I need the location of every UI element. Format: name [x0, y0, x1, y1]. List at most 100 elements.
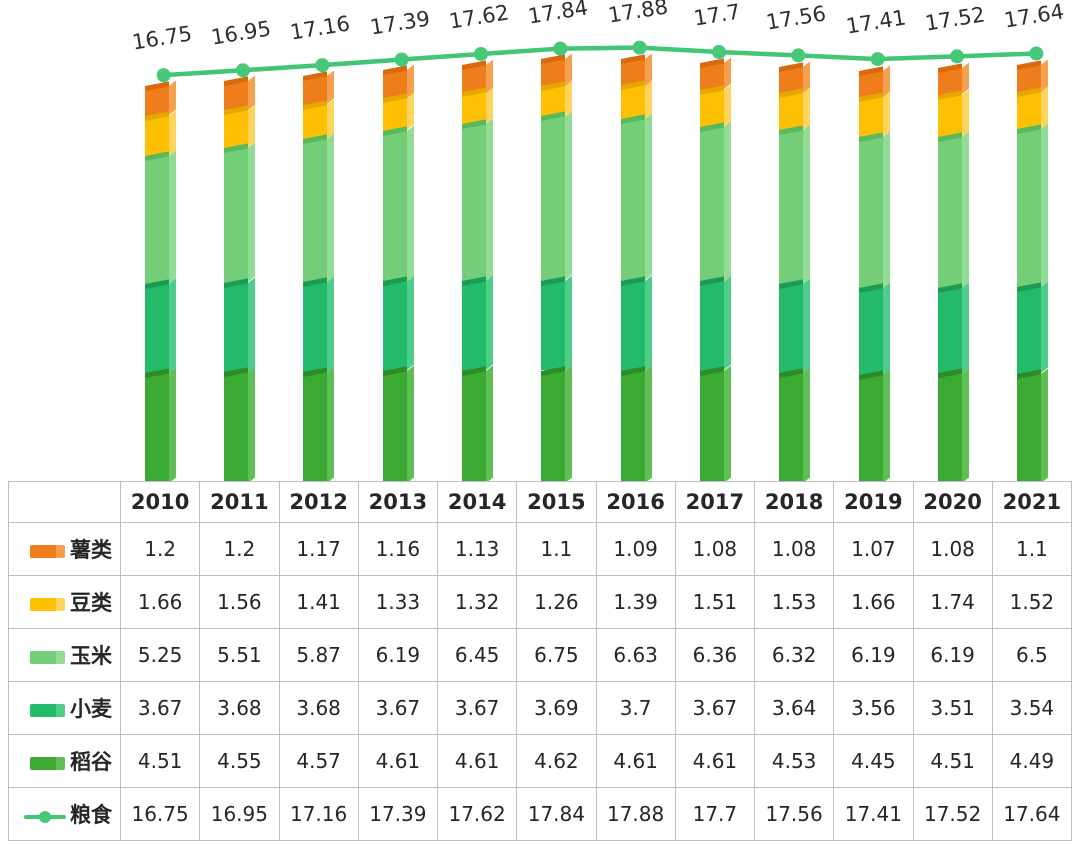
value-cell-grain-2016: 17.88 [595, 787, 676, 841]
value-labels-layer: 16.75 16.95 17.16 17.39 17.62 17.84 17.88 17.7 1… [130, 0, 1066, 55]
bar-segment-corn [224, 142, 255, 283]
bar-segment-wheat [224, 277, 255, 373]
bar-segment-wheat [858, 282, 890, 375]
value-cell-wheat-2020: 3.51 [912, 681, 993, 735]
stacked-bar-2012 [303, 0, 335, 483]
legend-swatch-rice [30, 757, 65, 770]
grain-total-label-2016: 17.88 [606, 0, 670, 28]
series-label-wheat: 小麦 [70, 697, 112, 721]
bar-segment-corn [858, 131, 890, 288]
chart-area: 16.75 16.95 17.16 17.39 17.62 17.84 17.88 17.7 1… [130, 0, 1066, 483]
bar-segment-corn [620, 113, 652, 281]
value-cell-beans-2014: 1.32 [436, 575, 518, 629]
legend-line-marker-icon [39, 811, 51, 823]
legend-cell-grain: 粮食 [8, 787, 121, 841]
value-cell-rice-2010: 4.51 [119, 734, 201, 788]
value-cell-rice-2018: 4.53 [753, 734, 835, 788]
grain-total-label-2010: 16.75 [130, 21, 194, 55]
line-marker-2019 [870, 52, 885, 67]
value-cell-corn-2020: 6.19 [912, 628, 993, 682]
series-label-rice: 稻谷 [70, 750, 112, 774]
bar-segment-rice [1017, 368, 1049, 483]
value-cell-corn-2017: 6.36 [674, 628, 756, 682]
line-marker-2020 [950, 49, 964, 64]
value-cell-tubers-2010: 1.2 [119, 522, 201, 576]
bar-segment-beans [779, 87, 811, 131]
legend-cell-wheat: 小麦 [8, 681, 121, 735]
bar-segment-beans [700, 84, 731, 127]
series-label-tubers: 薯类 [70, 538, 112, 562]
bar-segment-wheat [620, 275, 652, 371]
legend-cell-tubers: 薯类 [8, 522, 121, 576]
line-marker-2016 [632, 40, 647, 55]
stacked-bar-2019 [858, 0, 890, 483]
year-header-2017: 2017 [674, 481, 756, 523]
bar-segment-beans [224, 104, 255, 149]
value-cell-tubers-2014: 1.13 [436, 522, 518, 576]
legend-swatch-tubers [30, 545, 65, 558]
value-cell-tubers-2019: 1.07 [833, 522, 914, 576]
value-cell-tubers-2013: 1.16 [357, 522, 439, 576]
value-cell-wheat-2016: 3.7 [595, 681, 676, 735]
bar-segment-beans [303, 99, 335, 140]
value-cell-wheat-2011: 3.68 [199, 681, 280, 735]
grain-total-label-2020: 17.52 [923, 2, 987, 36]
stacked-bar-2013 [382, 0, 414, 483]
value-cell-grain-2015: 17.84 [516, 787, 597, 841]
bar-segment-rice [144, 367, 176, 483]
grain-total-label-2019: 17.41 [844, 5, 908, 39]
value-cell-wheat-2019: 3.56 [833, 681, 914, 735]
stacked-bars-layer [144, 0, 1049, 483]
grain-total-label-2017: 17.7 [692, 0, 742, 31]
value-cell-wheat-2018: 3.64 [753, 681, 835, 735]
grain-total-label-2014: 17.62 [447, 0, 511, 34]
stacked-bar-2011 [224, 0, 255, 483]
bar-segment-wheat [382, 275, 414, 371]
bar-segment-rice [779, 367, 811, 483]
bar-segment-corn [382, 125, 414, 282]
value-cell-wheat-2021: 3.54 [991, 681, 1073, 735]
table-row-wheat: 小麦 3.67 3.68 3.68 3.67 3.67 3.69 3.7 3.67 3.64 3.5… [8, 681, 1073, 735]
table-row-grain: 粮食 16.75 16.95 17.16 17.39 17.62 17.84 17.88 17.… [8, 787, 1073, 841]
value-cell-wheat-2015: 3.69 [516, 681, 597, 735]
value-cell-rice-2012: 4.57 [278, 734, 359, 788]
grain-total-label-2015: 17.84 [526, 0, 590, 29]
grain-total-line [161, 45, 1039, 78]
value-cell-grain-2019: 17.41 [833, 787, 914, 841]
series-label-beans: 豆类 [70, 591, 112, 615]
bar-segment-wheat [779, 278, 811, 373]
value-cell-grain-2010: 16.75 [119, 787, 201, 841]
table-row-beans: 豆类 1.66 1.56 1.41 1.33 1.32 1.26 1.39 1.51 1.53 1.… [8, 575, 1073, 629]
table-row-corn: 玉米 5.25 5.51 5.87 6.19 6.45 6.75 6.63 6.36 6.32 6.… [8, 628, 1073, 682]
value-cell-wheat-2012: 3.68 [278, 681, 359, 735]
line-marker-2018 [791, 48, 806, 63]
value-cell-grain-2013: 17.39 [357, 787, 439, 841]
bar-segment-tubers [144, 80, 176, 116]
value-cell-beans-2017: 1.51 [674, 575, 756, 629]
value-cell-beans-2012: 1.41 [278, 575, 359, 629]
bar-segment-corn [303, 133, 335, 283]
value-cell-tubers-2017: 1.08 [674, 522, 756, 576]
grain-total-label-2013: 17.39 [368, 5, 432, 40]
bar-segment-wheat [1017, 281, 1049, 374]
bar-segment-rice [541, 365, 573, 483]
bar-segment-wheat [462, 275, 493, 371]
value-cell-wheat-2014: 3.67 [436, 681, 518, 735]
value-cell-corn-2018: 6.32 [753, 628, 835, 682]
value-cell-tubers-2011: 1.2 [199, 522, 280, 576]
bar-segment-corn [462, 118, 493, 282]
stacked-bar-2018 [779, 0, 811, 483]
value-cell-corn-2015: 6.75 [516, 628, 597, 682]
bar-segment-beans [144, 110, 176, 156]
line-marker-2017 [712, 45, 726, 60]
value-cell-rice-2019: 4.45 [833, 734, 914, 788]
legend-swatch-beans [30, 598, 65, 611]
bar-segment-beans [620, 79, 652, 120]
value-cell-corn-2021: 6.5 [991, 628, 1073, 682]
line-marker-2013 [394, 52, 409, 67]
bar-segment-corn [938, 131, 969, 288]
value-cell-beans-2018: 1.53 [753, 575, 835, 629]
stacked-bar-2016 [620, 0, 652, 483]
value-cell-tubers-2021: 1.1 [991, 522, 1073, 576]
